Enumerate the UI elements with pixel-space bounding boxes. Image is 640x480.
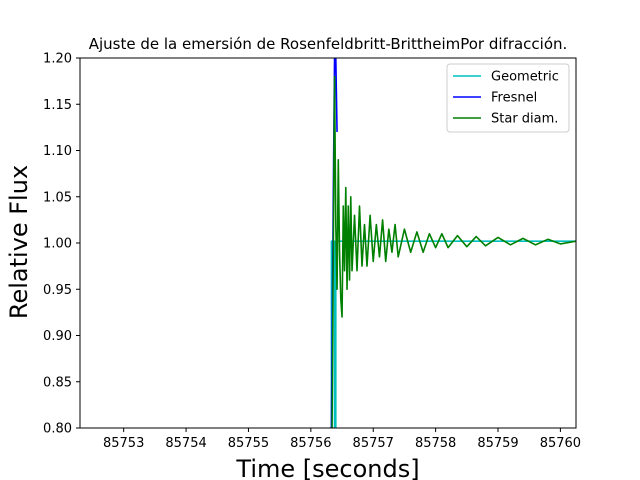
x-tick-label: 85756 [290, 436, 331, 451]
x-axis-ticks: 85753 85754 85755 85756 85757 85758 85759 85760 [103, 428, 581, 451]
chart-title: Ajuste de la emersión de Rosenfeldbritt-… [89, 35, 568, 53]
y-tick-label: 0.85 [43, 375, 72, 390]
legend: Geometric Fresnel Star diam. [446, 63, 570, 133]
y-axis-ticks: 0.80 0.85 0.90 0.95 1.00 1.05 1.10 1.15 1.20 [43, 52, 80, 437]
y-tick-label: 1.15 [43, 98, 72, 113]
y-tick-label: 1.10 [43, 144, 72, 159]
legend-box [446, 63, 570, 133]
x-axis-label: Time [seconds] [235, 455, 419, 480]
x-tick-label: 85758 [415, 436, 456, 451]
legend-label-fresnel: Fresnel [491, 91, 537, 106]
x-tick-label: 85754 [165, 436, 206, 451]
x-tick-label: 85753 [103, 436, 144, 451]
legend-label-star-diam: Star diam. [491, 112, 558, 127]
x-tick-label: 85760 [540, 436, 581, 451]
series-line-geometric [329, 240, 576, 428]
y-tick-label: 1.05 [43, 190, 72, 205]
series-line-star-diam [331, 75, 576, 428]
y-tick-label: 1.00 [43, 237, 72, 252]
y-tick-label: 1.20 [43, 52, 72, 67]
y-axis-label: Relative Flux [5, 165, 33, 319]
series-layer [329, 58, 576, 428]
y-tick-label: 0.95 [43, 283, 72, 298]
x-tick-label: 85755 [228, 436, 269, 451]
y-tick-label: 0.80 [43, 422, 72, 437]
y-tick-label: 0.90 [43, 329, 72, 344]
legend-label-geometric: Geometric [491, 70, 559, 85]
x-tick-label: 85759 [477, 436, 518, 451]
x-tick-label: 85757 [353, 436, 394, 451]
